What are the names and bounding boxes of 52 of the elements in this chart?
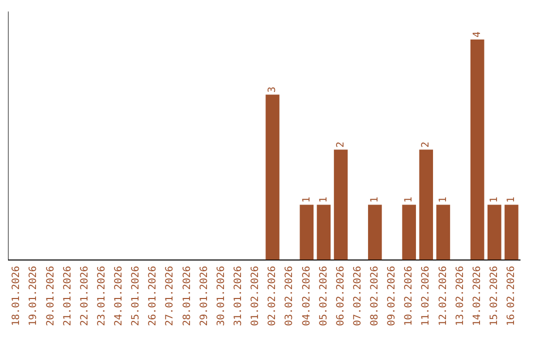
data-label: 2	[420, 142, 432, 148]
x-tick-label: 14.02.2026	[472, 266, 483, 326]
x-tick-label: 16.02.2026	[506, 266, 518, 326]
x-tick-label: 31.01.2026	[232, 266, 244, 326]
data-label: 1	[488, 196, 500, 203]
bar	[316, 204, 331, 260]
bar	[402, 204, 416, 260]
x-tick-label: 06.02.2026	[335, 266, 346, 326]
x-tick-label: 02.02.2026	[267, 266, 278, 326]
bar	[488, 204, 502, 260]
data-label: 1	[506, 196, 518, 203]
data-label: 1	[438, 196, 449, 203]
data-label: 3	[267, 86, 278, 93]
x-tick-label: 29.01.2026	[198, 266, 210, 326]
x-tick-label: 23.01.2026	[96, 266, 108, 326]
x-tick-label: 09.02.2026	[386, 266, 398, 326]
x-tick-label: 24.01.2026	[114, 266, 125, 326]
bar	[419, 150, 434, 260]
x-tick-label: 27.01.2026	[164, 266, 176, 326]
bar	[470, 40, 484, 260]
data-label: 2	[335, 142, 346, 148]
x-tick-label: 22.01.2026	[79, 266, 90, 326]
x-tick-label: 08.02.2026	[370, 266, 381, 326]
data-label: 1	[370, 196, 381, 203]
x-tick-label: 03.02.2026	[284, 266, 296, 326]
data-label: 1	[318, 196, 330, 203]
data-label: 1	[301, 196, 312, 203]
x-tick-label: 05.02.2026	[318, 266, 330, 326]
bar	[504, 204, 518, 260]
x-tick-label: 28.01.2026	[182, 266, 193, 326]
data-label: 4	[472, 32, 483, 38]
x-tick-label: 20.01.2026	[45, 266, 56, 326]
x-tick-label: 25.01.2026	[130, 266, 142, 326]
bar	[368, 204, 382, 260]
x-tick-label: 10.02.2026	[404, 266, 415, 326]
x-tick-label: 19.01.2026	[28, 266, 40, 326]
x-tick-label: 12.02.2026	[438, 266, 449, 326]
x-tick-label: 13.02.2026	[454, 266, 466, 326]
data-label: 1	[404, 196, 415, 203]
x-tick-label: 01.02.2026	[250, 266, 262, 326]
bar	[334, 150, 348, 260]
bar	[436, 204, 450, 260]
x-tick-label: 21.01.2026	[62, 266, 74, 326]
bar	[266, 94, 280, 260]
x-tick-label: 07.02.2026	[352, 266, 364, 326]
x-tick-label: 30.01.2026	[216, 266, 227, 326]
x-tick-label: 15.02.2026	[488, 266, 500, 326]
x-tick-label: 18.01.2026	[11, 266, 22, 326]
bar	[300, 204, 314, 260]
x-tick-label: 11.02.2026	[420, 266, 432, 326]
x-tick-label: 26.01.2026	[148, 266, 159, 326]
x-tick-label: 04.02.2026	[301, 266, 312, 326]
